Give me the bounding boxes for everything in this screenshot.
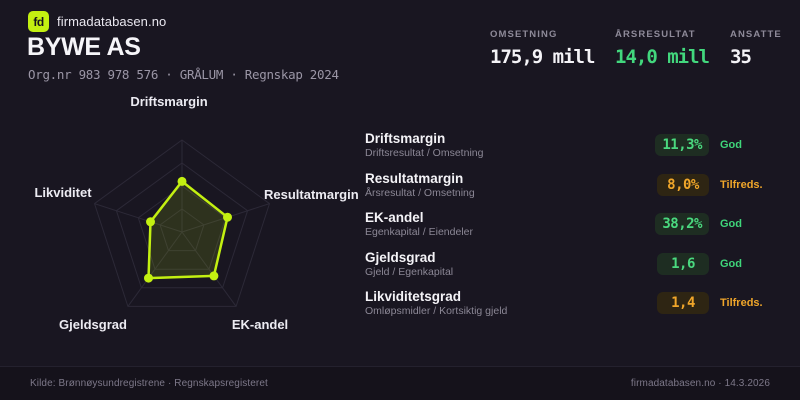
metric-value-pill: 8,0%: [657, 173, 709, 196]
site-name: firmadatabasen.no: [57, 14, 167, 29]
metric-name: Resultatmargin: [365, 170, 464, 186]
metric-name: Gjeldsgrad: [365, 249, 436, 265]
metric-list: Driftsmargin Driftsresultat / Omsetning …: [365, 131, 772, 329]
metric-rating: Tilfreds.: [720, 297, 763, 309]
metric-name: Driftsmargin: [365, 131, 446, 146]
metric-row: Likviditetsgrad Omløpsmidler / Kortsikti…: [365, 289, 772, 317]
metric-right: 38,2% God: [655, 213, 772, 235]
company-name: BYWE AS: [27, 33, 141, 61]
metric-formula: Omløpsmidler / Kortsiktig gjeld: [365, 305, 508, 317]
metric-row: Driftsmargin Driftsresultat / Omsetning …: [365, 131, 772, 159]
axis-label-driftsmargin: Driftsmargin: [130, 94, 208, 109]
metric-row: Resultatmargin Årsresultat / Omsetning 8…: [365, 171, 772, 199]
metric-name: Likviditetsgrad: [365, 289, 462, 304]
metric-right: 8,0% Tilfreds.: [657, 173, 772, 196]
key-figure-value: 14,0 mill: [615, 46, 710, 68]
key-figure-label: ANSATTE: [730, 29, 782, 40]
footer-source: Kilde: Brønnøysundregistrene · Regnskaps…: [30, 378, 268, 389]
footer-attribution: firmadatabasen.no · 14.3.2026: [630, 378, 770, 389]
brand: fd firmadatabasen.no: [28, 11, 166, 32]
metric-rating: God: [720, 218, 742, 230]
metric-text: EK-andel Egenkapital / Eiendeler: [365, 210, 655, 238]
fd-logo-icon: fd: [28, 11, 49, 32]
radar-chart-svg: [93, 139, 271, 307]
metric-value-pill: 1,6: [657, 252, 709, 275]
metric-value-pill: 1,4: [657, 292, 709, 314]
key-figures: OMSETNING 175,9 mill ÅRSRESULTAT 14,0 mi…: [490, 29, 800, 68]
metric-right: 1,4 Tilfreds.: [657, 292, 772, 314]
metric-formula: Gjeld / Egenkapital: [365, 265, 454, 278]
metric-rating: Tilfreds.: [720, 178, 763, 191]
radar-chart: Driftsmargin Resultatmargin EK-andel Gje…: [0, 88, 360, 354]
key-figure-value: 35: [730, 46, 752, 68]
metric-name: EK-andel: [365, 210, 424, 225]
footer: Kilde: Brønnøysundregistrene · Regnskaps…: [0, 366, 800, 400]
metric-rating: God: [720, 139, 742, 151]
metric-row: EK-andel Egenkapital / Eiendeler 38,2% G…: [365, 210, 772, 238]
axis-label-resultatmargin: Resultatmargin: [264, 187, 359, 202]
axis-label-likviditet: Likviditet: [34, 185, 92, 200]
metric-right: 11,3% God: [655, 134, 772, 156]
key-figure: ANSATTE 35: [730, 29, 782, 68]
metric-text: Resultatmargin Årsresultat / Omsetning: [365, 171, 657, 199]
metric-text: Likviditetsgrad Omløpsmidler / Kortsikti…: [365, 289, 657, 317]
metric-formula: Driftsresultat / Omsetning: [365, 147, 484, 159]
metric-right: 1,6 God: [657, 252, 772, 275]
key-figure-value: 175,9 mill: [490, 46, 595, 68]
axis-label-gjeldsgrad: Gjeldsgrad: [59, 317, 127, 332]
metric-formula: Årsresultat / Omsetning: [365, 186, 475, 199]
company-meta: Org.nr 983 978 576 · GRÅLUM · Regnskap 2…: [28, 67, 339, 82]
key-figure: OMSETNING 175,9 mill: [490, 29, 597, 68]
metric-text: Gjeldsgrad Gjeld / Egenkapital: [365, 250, 657, 278]
key-figure: ÅRSRESULTAT 14,0 mill: [615, 29, 712, 68]
axis-label-ek-andel: EK-andel: [231, 317, 289, 332]
key-figure-label: ÅRSRESULTAT: [615, 29, 696, 40]
metric-value-pill: 38,2%: [655, 213, 709, 235]
metric-rating: God: [720, 257, 742, 270]
metric-row: Gjeldsgrad Gjeld / Egenkapital 1,6 God: [365, 250, 772, 278]
key-figure-label: OMSETNING: [490, 29, 558, 40]
metric-formula: Egenkapital / Eiendeler: [365, 226, 473, 238]
metric-value-pill: 11,3%: [655, 134, 709, 156]
metric-text: Driftsmargin Driftsresultat / Omsetning: [365, 131, 655, 159]
